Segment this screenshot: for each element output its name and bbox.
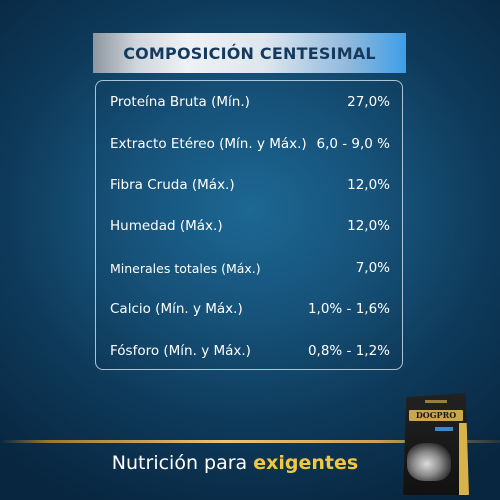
row-label: Fósforo (Mín. y Máx.)	[110, 343, 251, 359]
bag-gold-stripe	[459, 423, 469, 495]
section-title: COMPOSICIÓN CENTESIMAL	[123, 43, 376, 63]
row-value: 7,0%	[355, 260, 390, 276]
product-bag-image: DOGPRO	[403, 393, 469, 495]
row-label: Extracto Etéreo (Mín. y Máx.)	[110, 136, 307, 152]
row-calcio: Calcio (Mín. y Máx.) 1,0% - 1,6%	[110, 297, 390, 321]
tagline-highlight: exigentes	[253, 452, 359, 474]
row-value: 1,0% - 1,6%	[307, 301, 390, 317]
row-value: 27,0%	[347, 94, 390, 110]
row-label: Minerales totales (Máx.)	[110, 260, 261, 276]
row-extracto: Extracto Etéreo (Mín. y Máx.) 6,0 - 9,0 …	[110, 132, 390, 156]
row-fibra: Fibra Cruda (Máx.) 12,0%	[110, 173, 390, 197]
composition-panel	[95, 80, 403, 370]
bag-blue-tag	[435, 427, 453, 431]
bag-top-label	[425, 400, 447, 403]
row-label: Humedad (Máx.)	[110, 218, 223, 234]
dog-photo-icon	[407, 443, 451, 481]
bag-brand-plate	[409, 410, 463, 421]
row-value: 0,8% - 1,2%	[307, 343, 390, 359]
row-label: Calcio (Mín. y Máx.)	[110, 301, 243, 317]
title-bar: COMPOSICIÓN CENTESIMAL	[93, 33, 406, 73]
row-value: 6,0 - 9,0 %	[316, 136, 390, 152]
row-value: 12,0%	[347, 218, 390, 234]
tagline: Nutrición para exigentes	[0, 452, 470, 474]
bag-brand-text: DOGPRO	[415, 410, 457, 420]
row-fosforo: Fósforo (Mín. y Máx.) 0,8% - 1,2%	[110, 339, 390, 363]
row-label: Proteína Bruta (Mín.)	[110, 94, 250, 110]
row-minerales: Minerales totales (Máx.) 7,0%	[110, 256, 390, 280]
row-value: 12,0%	[347, 177, 390, 193]
row-humedad: Humedad (Máx.) 12,0%	[110, 214, 390, 238]
row-proteina: Proteína Bruta (Mín.) 27,0%	[110, 90, 390, 114]
gold-divider	[0, 440, 500, 443]
row-label: Fibra Cruda (Máx.)	[110, 177, 235, 193]
tagline-prefix: Nutrición para	[111, 452, 254, 474]
